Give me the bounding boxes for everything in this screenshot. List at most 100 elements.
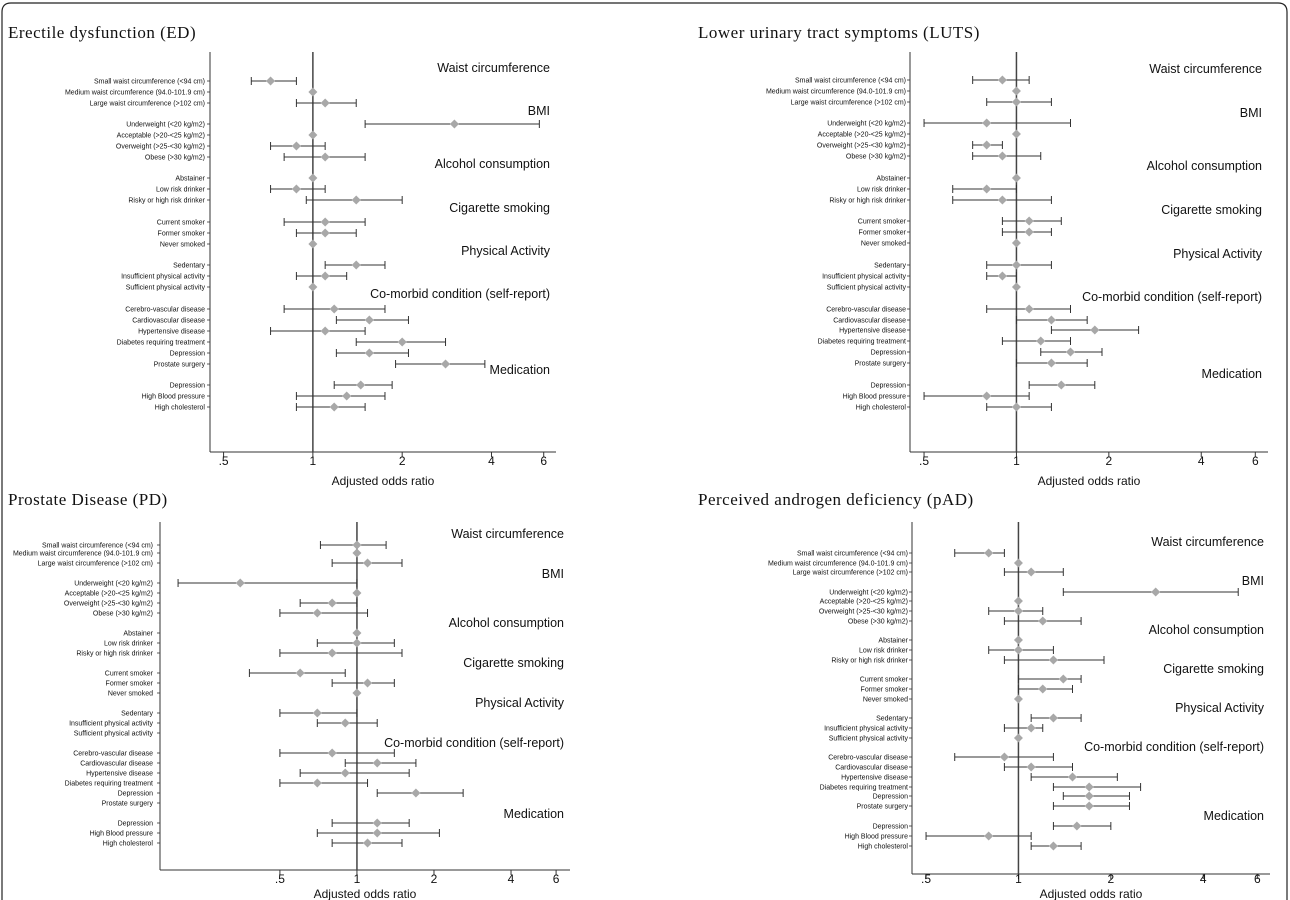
x-tick-label: 1 xyxy=(354,872,361,886)
row-label: Small waist circumference (<94 cm) xyxy=(797,550,908,557)
panel-prostate-disease: Prostate Disease (PD) .5 1 2 4 6 Adjusted odds… xyxy=(8,490,570,900)
row-label: Acceptable (>20-<25 kg/m2) xyxy=(117,132,205,139)
odds-ratio-marker xyxy=(363,678,373,688)
odds-ratio-marker xyxy=(329,402,339,412)
row-label: Small waist circumference (<94 cm) xyxy=(795,77,906,84)
group-label: Medication xyxy=(490,363,550,377)
odds-ratio-marker xyxy=(1151,587,1161,597)
odds-ratio-marker xyxy=(352,540,362,550)
odds-ratio-marker xyxy=(1011,86,1021,96)
odds-ratio-marker xyxy=(1013,733,1023,743)
row-label: Former smoker xyxy=(861,686,909,693)
odds-ratio-marker xyxy=(327,648,337,658)
row-label: Never smoked xyxy=(160,241,205,248)
odds-ratio-marker xyxy=(1090,325,1100,335)
odds-ratio-marker xyxy=(449,119,459,129)
row-label: Underweight (<20 kg/m2) xyxy=(74,580,153,587)
row-label: Abstainer xyxy=(123,630,153,637)
row-label: Small waist circumference (<94 cm) xyxy=(94,78,205,85)
odds-ratio-marker xyxy=(1048,841,1058,851)
row-label: Large waist circumference (>102 cm) xyxy=(791,99,906,106)
row-label: High cholesterol xyxy=(856,404,907,411)
odds-ratio-marker xyxy=(295,668,305,678)
odds-ratio-marker xyxy=(997,271,1007,281)
row-label: Overweight (>25-<30 kg/m2) xyxy=(817,142,906,149)
odds-ratio-marker xyxy=(1072,821,1082,831)
row-label: Overweight (>25-<30 kg/m2) xyxy=(819,608,908,615)
group-label: Cigarette smoking xyxy=(463,656,564,670)
x-tick-label: 1 xyxy=(1013,454,1020,468)
row-label: Cardiovascular disease xyxy=(80,760,153,767)
odds-ratio-marker xyxy=(1013,606,1023,616)
row-label: Diabetes requiring treatment xyxy=(117,339,205,346)
odds-ratio-marker xyxy=(308,173,318,183)
row-label: Prostate surgery xyxy=(102,800,154,807)
odds-ratio-marker xyxy=(320,326,330,336)
odds-ratio-marker xyxy=(312,608,322,618)
group-label: BMI xyxy=(528,104,550,118)
row-label: Current smoker xyxy=(105,670,154,677)
group-label: Physical Activity xyxy=(1175,701,1265,715)
odds-ratio-marker xyxy=(441,359,451,369)
odds-ratio-marker xyxy=(1026,723,1036,733)
group-label: Co-morbid condition (self-report) xyxy=(1082,290,1262,304)
x-axis-title: Adjusted odds ratio xyxy=(1040,887,1143,900)
row-label: Hypertensive disease xyxy=(86,770,153,777)
odds-ratio-marker xyxy=(1036,336,1046,346)
odds-ratio-marker xyxy=(1048,713,1058,723)
x-tick-label: 6 xyxy=(540,454,547,468)
odds-ratio-marker xyxy=(327,748,337,758)
group-label: Co-morbid condition (self-report) xyxy=(1084,740,1264,754)
odds-ratio-marker xyxy=(997,75,1007,85)
odds-ratio-marker xyxy=(1013,645,1023,655)
row-label: Insufficient physical activity xyxy=(121,273,205,280)
group-label: BMI xyxy=(542,567,564,581)
row-label: High cholesterol xyxy=(103,840,154,847)
group-label: Co-morbid condition (self-report) xyxy=(370,287,550,301)
row-label: Overweight (>25-<30 kg/m2) xyxy=(64,600,153,607)
row-label: Large waist circumference (>102 cm) xyxy=(90,100,205,107)
row-label: Obese (>30 kg/m2) xyxy=(846,153,906,160)
row-label: Acceptable (>20-<25 kg/m2) xyxy=(65,590,153,597)
row-label: Low risk drinker xyxy=(104,640,154,647)
odds-ratio-marker xyxy=(327,598,337,608)
row-label: Acceptable (>20-<25 kg/m2) xyxy=(818,131,906,138)
panel-title: Erectile dysfunction (ED) xyxy=(8,23,196,42)
group-label: Medication xyxy=(1204,809,1264,823)
group-label: Physical Activity xyxy=(461,244,551,258)
odds-ratio-marker xyxy=(411,788,421,798)
x-tick-label: 2 xyxy=(1106,454,1113,468)
row-label: Risky or high risk drinker xyxy=(128,197,205,204)
panel-erectile-dysfunction: Erectile dysfunction (ED) .5 1 2 4 6 Adjusted … xyxy=(8,23,556,488)
odds-ratio-marker xyxy=(982,140,992,150)
row-label: Depression xyxy=(871,382,907,389)
row-label: Medium waist circumference (94.0-101.9 c… xyxy=(65,89,205,96)
row-label: Sedentary xyxy=(874,262,906,269)
row-label: Risky or high risk drinker xyxy=(829,197,906,204)
row-label: Former smoker xyxy=(106,680,154,687)
row-label: Medium waist circumference (94.0-101.9 c… xyxy=(766,88,906,95)
odds-ratio-marker xyxy=(372,818,382,828)
row-label: Sufficient physical activity xyxy=(829,735,909,742)
odds-ratio-marker xyxy=(1013,635,1023,645)
odds-ratio-marker xyxy=(340,768,350,778)
x-tick-label: 4 xyxy=(1200,872,1207,886)
row-label: Prostate surgery xyxy=(857,803,909,810)
odds-ratio-marker xyxy=(982,118,992,128)
odds-ratio-marker xyxy=(363,838,373,848)
group-label: Alcohol consumption xyxy=(1149,623,1264,637)
odds-ratio-marker xyxy=(320,152,330,162)
odds-ratio-marker xyxy=(364,315,374,325)
odds-ratio-marker xyxy=(372,758,382,768)
row-label: Insufficient physical activity xyxy=(824,725,908,732)
odds-ratio-marker xyxy=(235,578,245,588)
odds-ratio-marker xyxy=(1011,282,1021,292)
row-label: Prostate surgery xyxy=(855,360,907,367)
row-label: Sedentary xyxy=(876,715,908,722)
x-tick-label: .5 xyxy=(921,872,931,886)
group-label: BMI xyxy=(1240,106,1262,120)
odds-ratio-marker xyxy=(984,831,994,841)
row-label: Underweight (<20 kg/m2) xyxy=(829,589,908,596)
row-label: High cholesterol xyxy=(858,843,909,850)
panel-title: Perceived androgen deficiency (pAD) xyxy=(698,490,974,509)
